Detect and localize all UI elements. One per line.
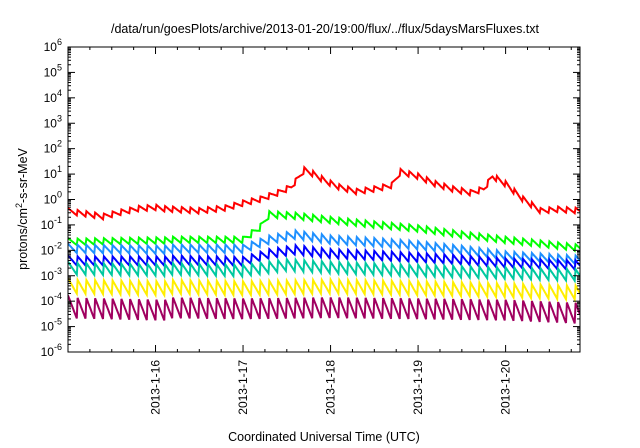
y-tick-base: 10 — [44, 142, 58, 156]
x-tick-label: 2013-1-18 — [324, 360, 338, 415]
y-tick-base: 10 — [41, 294, 55, 308]
y-tick-base: 10 — [44, 167, 58, 181]
y-axis-label-main: protons/cm — [16, 208, 30, 270]
x-tick-label: 2013-1-19 — [411, 360, 425, 415]
y-tick-base: 10 — [44, 91, 58, 105]
y-tick-exponent: -5 — [54, 317, 62, 327]
series-line-5 — [68, 256, 580, 284]
y-tick-exponent: 4 — [57, 88, 62, 98]
series-line-2 — [68, 209, 580, 253]
x-tick-label: 2013-1-20 — [499, 360, 513, 415]
y-tick-base: 10 — [41, 345, 55, 359]
y-tick-base: 10 — [44, 193, 58, 207]
y-tick-exponent: 3 — [57, 113, 62, 123]
y-axis-label-sup: 2 — [14, 203, 24, 208]
y-tick-label: 10-5 — [41, 317, 62, 334]
y-tick-base: 10 — [41, 218, 55, 232]
chart-title: /data/run/goesPlots/archive/2013-01-20/1… — [111, 22, 540, 36]
y-tick-exponent: 6 — [57, 37, 62, 47]
y-tick-exponent: -4 — [54, 291, 62, 301]
y-axis-label: protons/cm2-s-sr-MeV — [14, 147, 30, 269]
y-tick-exponent: -1 — [54, 215, 62, 225]
x-tick-label: 2013-1-16 — [149, 360, 163, 415]
y-tick-base: 10 — [41, 320, 55, 334]
x-tick-label: 2013-1-17 — [236, 360, 250, 415]
y-tick-exponent: 1 — [57, 164, 62, 174]
y-tick-exponent: 0 — [57, 190, 62, 200]
y-tick-exponent: 2 — [57, 139, 62, 149]
y-tick-exponent: -2 — [54, 240, 62, 250]
y-tick-exponent: -6 — [54, 342, 62, 352]
series-line-4 — [68, 242, 580, 273]
y-tick-label: 103 — [44, 113, 62, 130]
y-tick-base: 10 — [41, 269, 55, 283]
axes: 10610510410310210110010-110-210-310-410-… — [41, 37, 581, 415]
y-tick-label: 10-1 — [41, 215, 62, 232]
y-tick-label: 10-2 — [41, 240, 62, 257]
series-line-3 — [68, 227, 580, 267]
plot-area — [68, 47, 580, 352]
series-line-7 — [68, 295, 580, 324]
y-tick-label: 105 — [44, 62, 62, 79]
y-tick-base: 10 — [41, 243, 55, 257]
series-group — [68, 165, 580, 324]
y-tick-label: 104 — [44, 88, 62, 105]
series-line-6 — [68, 275, 580, 303]
y-tick-base: 10 — [44, 116, 58, 130]
y-tick-label: 102 — [44, 139, 62, 156]
y-tick-exponent: 5 — [57, 62, 62, 72]
y-tick-base: 10 — [44, 65, 58, 79]
series-line-1 — [68, 165, 580, 222]
plot-background — [68, 47, 580, 352]
y-tick-base: 10 — [44, 40, 58, 54]
y-tick-label: 106 — [44, 37, 62, 54]
y-tick-label: 101 — [44, 164, 62, 181]
y-tick-exponent: -3 — [54, 266, 62, 276]
y-tick-label: 10-4 — [41, 291, 62, 308]
y-tick-label: 10-6 — [41, 342, 62, 359]
y-axis-label-rest: -s-sr-MeV — [16, 147, 30, 203]
y-tick-label: 10-3 — [41, 266, 62, 283]
y-tick-label: 100 — [44, 190, 62, 207]
svg-text:protons/cm2-s-sr-MeV: protons/cm2-s-sr-MeV — [14, 147, 30, 269]
x-axis-label: Coordinated Universal Time (UTC) — [228, 430, 420, 444]
